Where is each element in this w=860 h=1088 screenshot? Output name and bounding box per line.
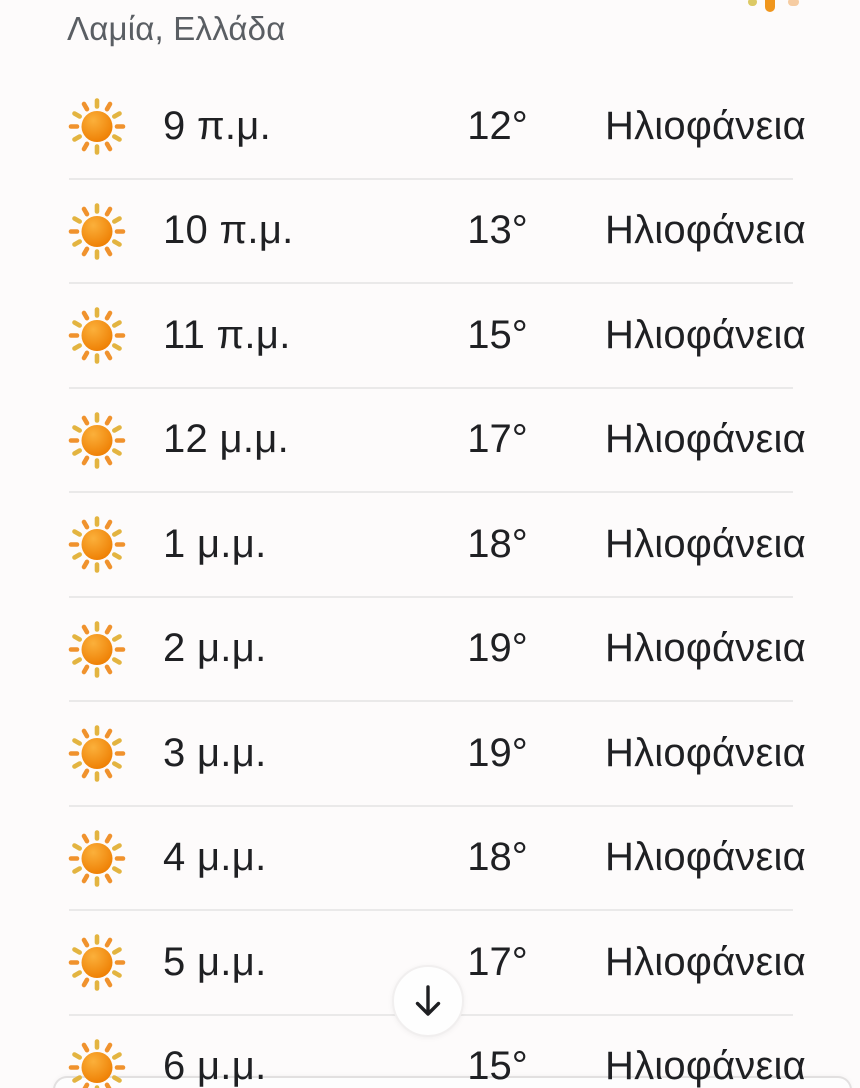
sun-icon [67, 96, 127, 156]
temperature-value: 12° [467, 103, 528, 148]
condition-label: Ηλιοφάνεια [605, 626, 806, 671]
condition-label: Ηλιοφάνεια [605, 521, 806, 566]
sun-icon [67, 201, 127, 261]
condition-label: Ηλιοφάνεια [605, 939, 806, 984]
hourly-row: 9 π.μ. 12° Ηλιοφάνεια [0, 74, 860, 179]
scroll-down-button[interactable] [392, 965, 464, 1037]
temperature-value: 18° [467, 521, 528, 566]
sun-icon [67, 723, 127, 783]
hour-label: 11 π.μ. [163, 312, 291, 357]
hour-label: 9 π.μ. [163, 103, 272, 148]
sun-icon [67, 619, 127, 679]
hourly-forecast-list[interactable]: 9 π.μ. 12° Ηλιοφάνεια 10 π.μ. 13° Ηλιοφά… [0, 74, 860, 1088]
temperature-value: 17° [467, 417, 528, 462]
hour-label: 12 μ.μ. [163, 417, 290, 462]
condition-label: Ηλιοφάνεια [605, 103, 806, 148]
temperature-value: 15° [467, 312, 528, 357]
hour-label: 1 μ.μ. [163, 521, 267, 566]
temperature-value: 13° [467, 208, 528, 253]
condition-label: Ηλιοφάνεια [605, 730, 806, 775]
sun-icon [67, 410, 127, 470]
condition-label: Ηλιοφάνεια [605, 208, 806, 253]
hourly-row: 3 μ.μ. 19° Ηλιοφάνεια [0, 701, 860, 806]
sun-icon [67, 305, 127, 365]
condition-label: Ηλιοφάνεια [605, 312, 806, 357]
condition-label: Ηλιοφάνεια [605, 835, 806, 880]
sun-icon [67, 828, 127, 888]
hourly-row: 12 μ.μ. 17° Ηλιοφάνεια [0, 388, 860, 493]
hourly-row: 5 μ.μ. 17° Ηλιοφάνεια [0, 910, 860, 1015]
temperature-value: 15° [467, 1044, 528, 1088]
hour-label: 3 μ.μ. [163, 730, 267, 775]
hour-label: 5 μ.μ. [163, 939, 267, 984]
partial-sun-icon [730, 0, 860, 20]
temperature-value: 18° [467, 835, 528, 880]
hour-label: 2 μ.μ. [163, 626, 267, 671]
hour-label: 10 π.μ. [163, 208, 294, 253]
location-title: Λαμία, Ελλάδα [67, 10, 286, 47]
hourly-row: 6 μ.μ. 15° Ηλιοφάνεια [0, 1015, 860, 1088]
temperature-value: 17° [467, 939, 528, 984]
hourly-row: 11 π.μ. 15° Ηλιοφάνεια [0, 283, 860, 388]
hourly-row: 4 μ.μ. 18° Ηλιοφάνεια [0, 806, 860, 911]
temperature-value: 19° [467, 626, 528, 671]
hourly-row: 1 μ.μ. 18° Ηλιοφάνεια [0, 492, 860, 597]
hour-label: 4 μ.μ. [163, 835, 267, 880]
sun-icon [67, 514, 127, 574]
sun-icon [67, 1037, 127, 1088]
arrow-down-icon [410, 983, 446, 1019]
hour-label: 6 μ.μ. [163, 1044, 267, 1088]
condition-label: Ηλιοφάνεια [605, 417, 806, 462]
hourly-row: 2 μ.μ. 19° Ηλιοφάνεια [0, 597, 860, 702]
temperature-value: 19° [467, 730, 528, 775]
condition-label: Ηλιοφάνεια [605, 1044, 806, 1088]
sun-icon [67, 932, 127, 992]
hourly-row: 10 π.μ. 13° Ηλιοφάνεια [0, 179, 860, 284]
